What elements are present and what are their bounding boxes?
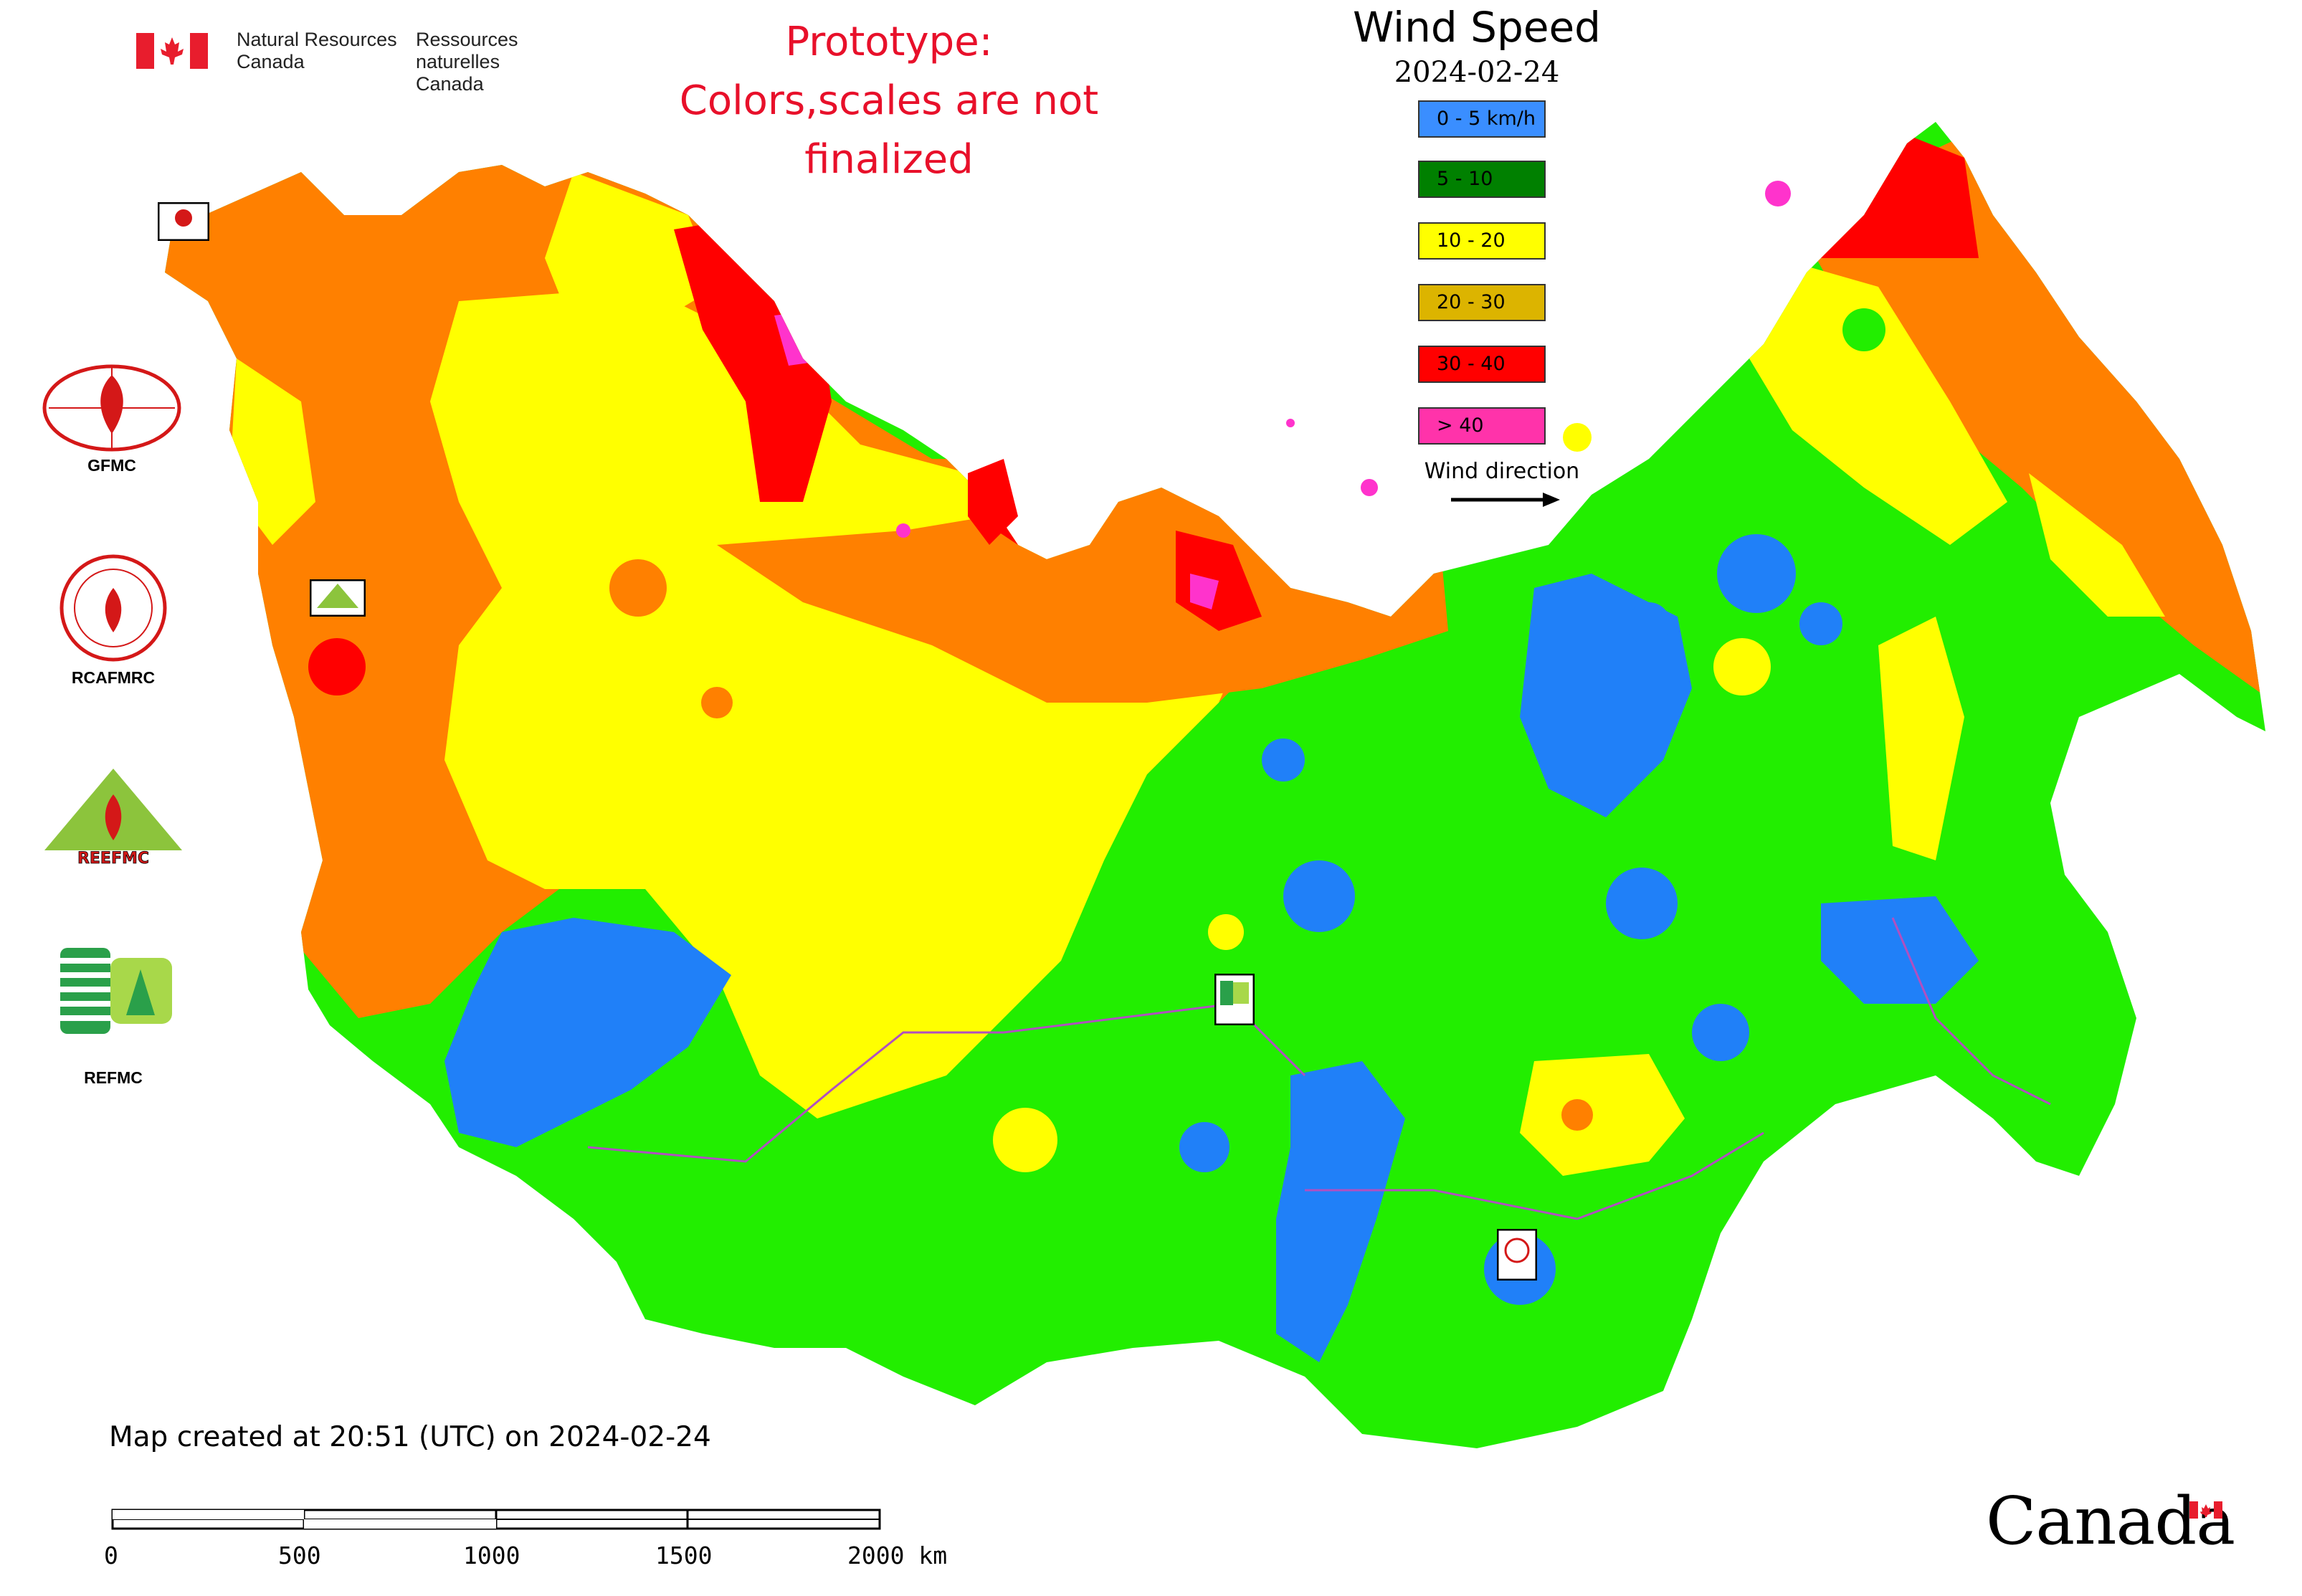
scale-tick-500: 500 [278, 1542, 321, 1569]
zone-0-5-amur [1821, 896, 1979, 1004]
zone-10-20-east [1749, 258, 2007, 545]
refmc-logo [60, 948, 172, 1034]
map-created-timestamp: Map created at 20:51 (UTC) on 2024-02-24 [109, 1421, 711, 1453]
legend-title: Wind Speed [1352, 3, 1602, 52]
agency-name-en: Natural Resources Canada [237, 29, 397, 72]
scale-tick-1500: 1500 [655, 1542, 713, 1569]
scale-tick-2000: 2000 km [847, 1542, 948, 1569]
zone-10-20-kamchatka [2029, 473, 2165, 617]
rcafmrc-logo [60, 554, 167, 662]
zone-0-5-altai [1276, 1061, 1405, 1362]
gfmc-logo [42, 364, 181, 452]
agency-name-fr: Ressources naturelles Canada [416, 29, 518, 95]
country-borders [587, 917, 2051, 1220]
rcafmrc-map-marker [1497, 1229, 1537, 1281]
scale-bar: 0 500 1000 1500 2000 km [104, 1498, 968, 1570]
zone-10-20-north [545, 172, 717, 330]
legend-item-over-40: > 40 [1418, 407, 1546, 445]
legend-item-0-5: 0 - 5 km/h [1418, 100, 1546, 138]
refmc-label: REFMC [84, 1068, 143, 1087]
wordmark-flag-icon [2189, 1501, 2222, 1519]
zone-10-20-central [430, 287, 1262, 1118]
scale-bar-graphic [111, 1509, 881, 1530]
reefmc-logo: REEFMC [36, 769, 191, 866]
wind-direction-label: Wind direction [1424, 459, 1580, 484]
gfmc-map-marker [158, 202, 209, 241]
legend-item-20-30: 20 - 30 [1418, 284, 1546, 321]
zone-10-20-pacific-coast [1878, 617, 1964, 860]
canada-wordmark: Canada [1986, 1483, 2235, 1559]
zone-20-30-baikal [1561, 1099, 1593, 1131]
reefmc-map-marker [310, 579, 366, 617]
svg-text:REEFMC: REEFMC [77, 850, 149, 866]
wind-direction-arrow-icon [1451, 493, 1560, 507]
legend-item-30-40: 30 - 40 [1418, 346, 1546, 383]
arctic-islands [896, 181, 1791, 545]
refmc-map-marker [1214, 974, 1255, 1025]
legend-date: 2024-02-24 [1394, 56, 1560, 89]
gfmc-label: GFMC [87, 456, 136, 475]
legend-item-10-20: 10 - 20 [1418, 222, 1546, 260]
zone-10-20-baikal [1520, 1054, 1685, 1176]
canada-flag-icon [136, 33, 208, 69]
zone-0-5-kazakh [444, 918, 731, 1147]
nrcan-signature: Natural Resources Canada Ressources natu… [136, 29, 602, 95]
rcafmrc-label: RCAFMRC [71, 668, 156, 687]
prototype-disclaimer: Prototype: Colors,scales are not finaliz… [679, 19, 1099, 183]
scale-tick-0: 0 [104, 1542, 118, 1569]
zone-20-30-east [1792, 129, 2265, 717]
legend-item-5-10: 5 - 10 [1418, 161, 1546, 198]
zone-over-40-taimyr [1190, 574, 1219, 609]
scale-tick-1000: 1000 [463, 1542, 520, 1569]
